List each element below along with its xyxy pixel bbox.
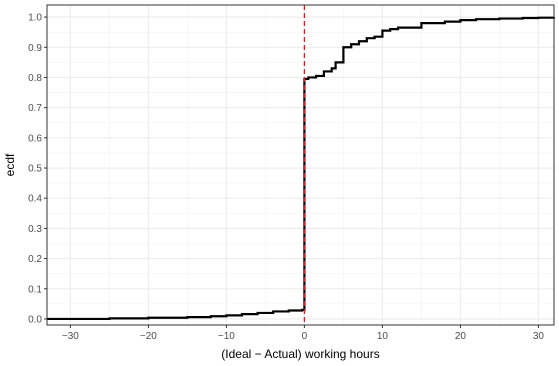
x-tick-label: −10 [218, 331, 235, 342]
y-tick-label: 0.4 [28, 194, 42, 205]
y-tick-label: 1.0 [28, 13, 42, 24]
y-tick-label: 0.8 [28, 73, 42, 84]
plot-panel-border [46, 4, 555, 326]
grid-major [47, 5, 554, 325]
y-tick-label: 0.3 [28, 224, 42, 235]
y-tick-label: 0.7 [28, 103, 42, 114]
x-axis: −30 −20 −10 0 10 20 30 [62, 325, 544, 342]
y-axis-title: ecdf [3, 153, 17, 176]
plot-panel-background [47, 5, 554, 325]
y-tick-label: 0.0 [28, 314, 42, 325]
series-layer [47, 16, 556, 321]
grid-minor [47, 5, 554, 325]
x-tick-label: −20 [140, 331, 157, 342]
y-tick-label: 0.5 [28, 164, 42, 175]
x-tick-label: 30 [533, 331, 545, 342]
ecdf-series-line [47, 16, 556, 321]
y-axis: 0.0 0.1 0.2 0.3 0.4 0.5 0.6 0.7 0.8 0.9 1.0 [28, 13, 47, 325]
x-tick-label: 20 [455, 331, 467, 342]
x-axis-title: (Ideal − Actual) working hours [221, 347, 379, 361]
y-tick-label: 0.1 [28, 284, 42, 295]
y-tick-label: 0.9 [28, 43, 42, 54]
y-tick-label: 0.2 [28, 254, 42, 265]
x-tick-label: 10 [377, 331, 389, 342]
x-tick-label: 0 [302, 331, 308, 342]
x-tick-label: −30 [62, 331, 79, 342]
y-tick-label: 0.6 [28, 133, 42, 144]
